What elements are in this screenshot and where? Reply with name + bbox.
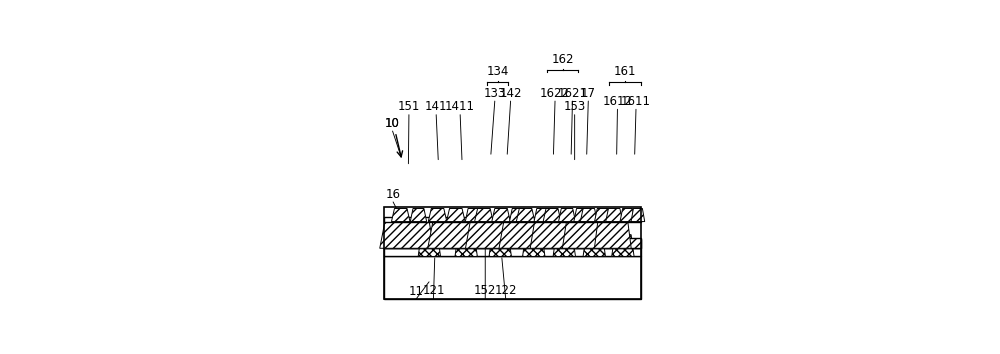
Text: 1621: 1621 xyxy=(557,87,587,100)
Text: 10: 10 xyxy=(385,117,400,130)
Polygon shape xyxy=(431,227,478,248)
Polygon shape xyxy=(559,209,575,222)
Polygon shape xyxy=(469,227,513,248)
Polygon shape xyxy=(428,222,481,248)
Polygon shape xyxy=(499,222,549,248)
Polygon shape xyxy=(380,222,434,248)
Polygon shape xyxy=(631,209,645,222)
Polygon shape xyxy=(562,222,605,248)
Bar xyxy=(384,256,641,299)
Polygon shape xyxy=(523,235,545,256)
Text: 1612: 1612 xyxy=(602,95,632,108)
Polygon shape xyxy=(465,209,482,222)
Text: 122: 122 xyxy=(494,284,517,297)
Text: 133: 133 xyxy=(484,87,506,100)
Polygon shape xyxy=(455,235,477,256)
Text: 162: 162 xyxy=(552,53,574,65)
Polygon shape xyxy=(533,227,574,248)
Bar xyxy=(384,217,641,222)
Polygon shape xyxy=(410,209,427,222)
Polygon shape xyxy=(492,209,510,222)
Bar xyxy=(384,239,641,248)
Text: 152: 152 xyxy=(474,284,496,297)
Text: 1622: 1622 xyxy=(540,87,570,100)
Polygon shape xyxy=(612,235,634,256)
Polygon shape xyxy=(383,227,431,248)
Polygon shape xyxy=(428,209,447,222)
Polygon shape xyxy=(620,209,635,222)
Text: 13: 13 xyxy=(386,218,401,230)
Polygon shape xyxy=(391,209,410,222)
Text: 141: 141 xyxy=(425,100,447,113)
Polygon shape xyxy=(534,209,551,222)
Text: 1611: 1611 xyxy=(621,95,651,108)
Polygon shape xyxy=(489,235,511,256)
Polygon shape xyxy=(606,209,623,222)
Text: 1411: 1411 xyxy=(445,100,475,113)
Text: 151: 151 xyxy=(398,100,420,113)
Polygon shape xyxy=(580,209,597,222)
Polygon shape xyxy=(597,227,629,248)
Text: 121: 121 xyxy=(422,284,445,297)
Polygon shape xyxy=(516,209,535,222)
Polygon shape xyxy=(595,209,610,222)
Bar xyxy=(384,248,641,256)
Polygon shape xyxy=(465,222,516,248)
Polygon shape xyxy=(475,209,493,222)
Polygon shape xyxy=(543,209,561,222)
Polygon shape xyxy=(510,209,526,222)
Bar xyxy=(384,238,641,248)
Polygon shape xyxy=(594,222,631,248)
Text: 17: 17 xyxy=(581,87,596,100)
Text: 16: 16 xyxy=(386,188,401,201)
Text: 153: 153 xyxy=(564,100,586,113)
Text: 10: 10 xyxy=(385,117,400,130)
Polygon shape xyxy=(553,235,575,256)
Polygon shape xyxy=(447,209,465,222)
Polygon shape xyxy=(502,227,546,248)
Text: 134: 134 xyxy=(487,65,509,78)
Text: 161: 161 xyxy=(614,65,636,78)
Text: 11: 11 xyxy=(408,285,423,298)
Polygon shape xyxy=(565,227,603,248)
Polygon shape xyxy=(583,235,605,256)
Polygon shape xyxy=(574,209,590,222)
Polygon shape xyxy=(418,235,441,256)
Text: 142: 142 xyxy=(499,87,522,100)
Bar xyxy=(384,207,641,299)
Polygon shape xyxy=(530,222,577,248)
